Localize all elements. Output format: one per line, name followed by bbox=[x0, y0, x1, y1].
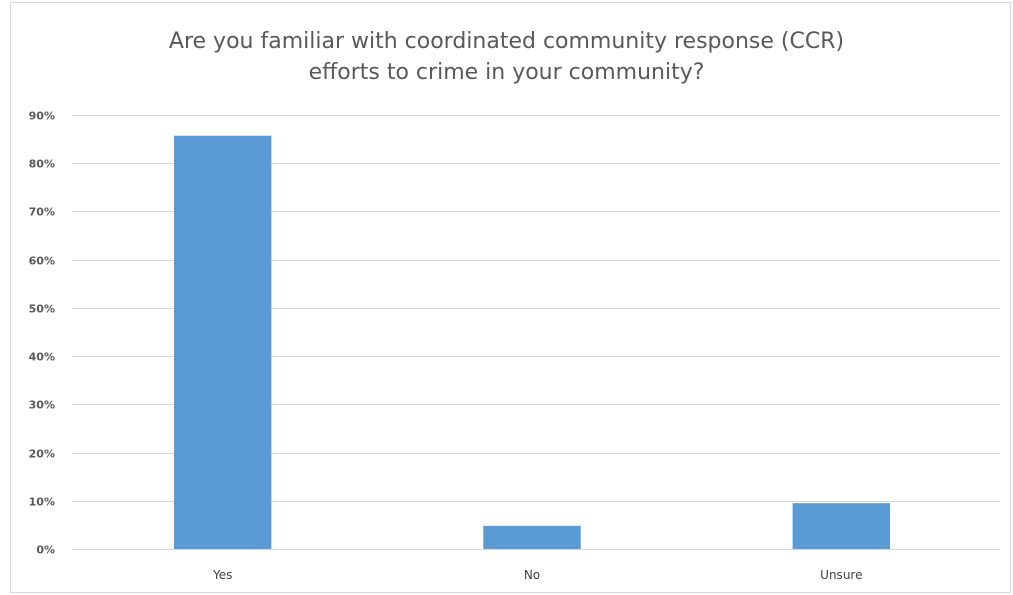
x-tick-label-unsure: Unsure bbox=[820, 568, 862, 582]
x-tick-label-no: No bbox=[524, 568, 540, 582]
x-axis-ticks: Yes No Unsure bbox=[212, 568, 863, 582]
y-tick-label: 40% bbox=[29, 351, 55, 364]
bars bbox=[173, 135, 891, 550]
y-tick-label: 20% bbox=[29, 448, 55, 461]
y-tick-label: 90% bbox=[29, 110, 55, 123]
bar-no bbox=[483, 525, 581, 549]
y-tick-label: 0% bbox=[36, 544, 55, 557]
bar-yes bbox=[173, 135, 272, 550]
chart-title: Are you familiar with coordinated commun… bbox=[0, 26, 1013, 88]
y-tick-label: 60% bbox=[29, 255, 55, 268]
y-tick-label: 70% bbox=[29, 206, 55, 219]
y-tick-label: 30% bbox=[29, 399, 55, 412]
chart-title-line-1: Are you familiar with coordinated commun… bbox=[168, 29, 845, 54]
x-tick-label-yes: Yes bbox=[212, 568, 232, 582]
y-axis-ticks: 0% 10% 20% 30% 40% 50% 60% 70% 80% 90% bbox=[29, 110, 55, 557]
y-tick-label: 80% bbox=[29, 158, 55, 171]
bar-unsure bbox=[792, 503, 891, 549]
y-tick-label: 50% bbox=[29, 303, 55, 316]
y-tick-label: 10% bbox=[29, 496, 55, 509]
chart-title-line-2: efforts to crime in your community? bbox=[308, 60, 705, 85]
